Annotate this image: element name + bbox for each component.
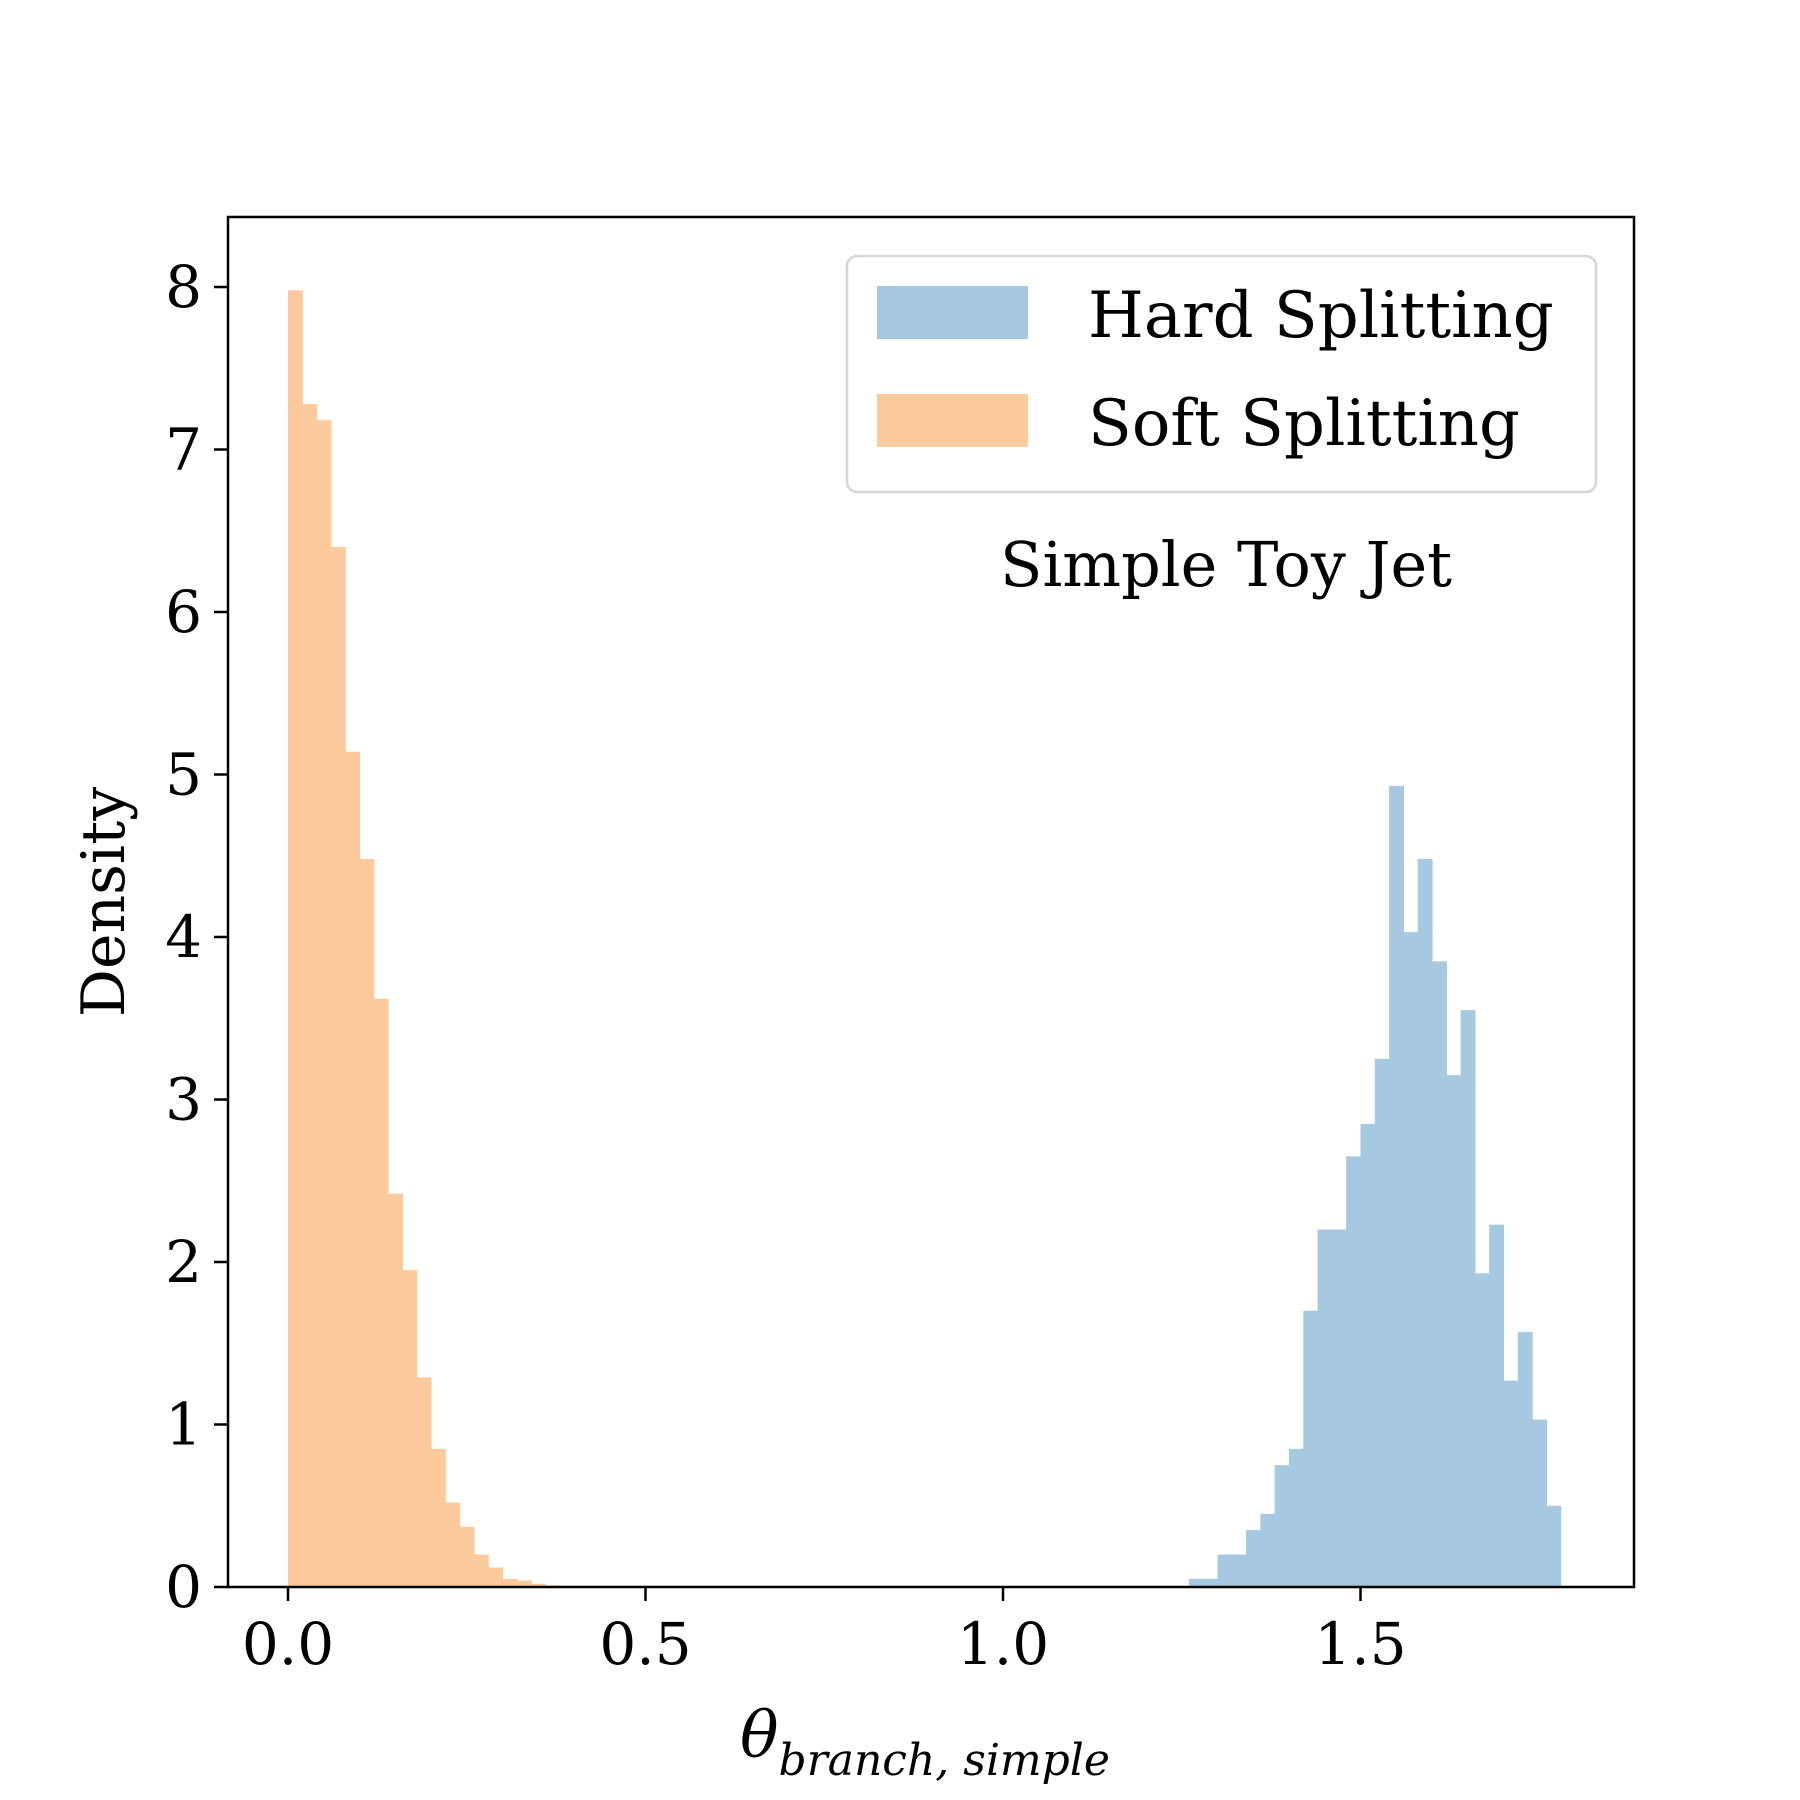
soft-splitting-bar <box>345 751 361 1587</box>
hard-splitting-bar <box>1260 1513 1276 1588</box>
y-tick-label: 2 <box>165 1228 202 1296</box>
hard-splitting-bar <box>1217 1554 1233 1587</box>
x-tick-label: 0.5 <box>599 1610 691 1678</box>
legend-label-hard-splitting: Hard Splitting <box>1088 279 1554 353</box>
hard-splitting-bar <box>1546 1505 1562 1587</box>
soft-splitting-bar <box>488 1567 504 1587</box>
hard-splitting-bar <box>1374 1058 1390 1588</box>
soft-splitting-bar <box>445 1502 461 1587</box>
hard-splitting-bar <box>1489 1224 1505 1588</box>
soft-splitting-bars <box>288 290 561 1588</box>
hard-splitting-bar <box>1403 932 1419 1588</box>
hard-splitting-bar <box>1289 1448 1304 1588</box>
soft-splitting-bar <box>502 1578 518 1588</box>
legend-box <box>845 254 1598 494</box>
y-axis-label: Density <box>69 787 139 1017</box>
hard-splitting-bar <box>1346 1156 1362 1588</box>
y-axis: 0 1 2 3 4 5 6 7 8 <box>165 253 228 1621</box>
y-tick-label: 4 <box>165 903 202 971</box>
x-tick-label: 0.0 <box>242 1610 334 1678</box>
legend: Hard Splitting Soft Splitting <box>845 254 1598 494</box>
legend-swatch-soft-splitting <box>877 394 1028 447</box>
y-tick-label: 3 <box>165 1066 202 1134</box>
soft-splitting-bar <box>330 547 346 1587</box>
soft-splitting-bar <box>531 1583 546 1587</box>
hard-splitting-bar <box>1303 1310 1319 1587</box>
hard-splitting-bar <box>1246 1530 1261 1588</box>
hard-splitting-bar <box>1517 1331 1533 1588</box>
hard-splitting-bar <box>1474 1273 1490 1588</box>
hard-splitting-bar <box>1389 785 1404 1588</box>
y-tick-label: 8 <box>165 253 202 321</box>
hard-splitting-bar <box>1460 1010 1476 1588</box>
soft-splitting-bar <box>459 1526 475 1588</box>
soft-splitting-bar <box>373 998 389 1587</box>
hard-splitting-bar <box>1532 1419 1547 1588</box>
chart-annotation: Simple Toy Jet <box>1000 528 1452 601</box>
y-tick-label: 0 <box>165 1553 202 1621</box>
y-tick-label: 1 <box>165 1391 202 1459</box>
soft-splitting-bar <box>388 1193 403 1587</box>
y-tick-label: 7 <box>165 416 202 484</box>
hard-splitting-bar <box>1317 1229 1333 1587</box>
soft-splitting-bar <box>288 290 303 1587</box>
hard-splitting-bar <box>1231 1554 1247 1587</box>
x-axis: 0.0 0.5 1.0 1.5 <box>242 1587 1407 1678</box>
hard-splitting-bar <box>1503 1380 1519 1588</box>
plot-frame <box>226 215 1636 1589</box>
hard-splitting-bar <box>1432 961 1447 1588</box>
soft-splitting-bar <box>416 1377 432 1588</box>
hard-splitting-bar <box>1446 1075 1462 1588</box>
hard-splitting-bar <box>1417 859 1433 1587</box>
hard-splitting-bars <box>1188 785 1562 1588</box>
hard-splitting-bar <box>1360 1123 1376 1588</box>
soft-splitting-bar <box>359 859 375 1587</box>
x-tick-label: 1.0 <box>957 1610 1049 1678</box>
hard-splitting-bar <box>1203 1578 1219 1588</box>
y-tick-label: 5 <box>165 741 202 809</box>
hard-splitting-bar <box>1188 1578 1204 1588</box>
legend-label-soft-splitting: Soft Splitting <box>1088 387 1520 461</box>
soft-splitting-bar <box>473 1554 489 1587</box>
soft-splitting-bar <box>402 1270 418 1588</box>
hard-splitting-bar <box>1331 1229 1347 1587</box>
soft-splitting-bar <box>302 404 318 1587</box>
x-axis-label-main: θ <box>740 1699 779 1773</box>
hard-splitting-bar <box>1274 1465 1290 1588</box>
y-tick-label: 6 <box>165 578 202 646</box>
legend-swatch-hard-splitting <box>877 286 1028 339</box>
soft-splitting-bar <box>316 420 332 1587</box>
soft-splitting-bar <box>516 1580 532 1587</box>
x-axis-label-subscript: branch, simple <box>779 1735 1110 1786</box>
soft-splitting-bar <box>431 1448 446 1588</box>
x-axis-label: θbranch, simple <box>740 1699 1110 1786</box>
x-tick-label: 1.5 <box>1314 1610 1406 1678</box>
